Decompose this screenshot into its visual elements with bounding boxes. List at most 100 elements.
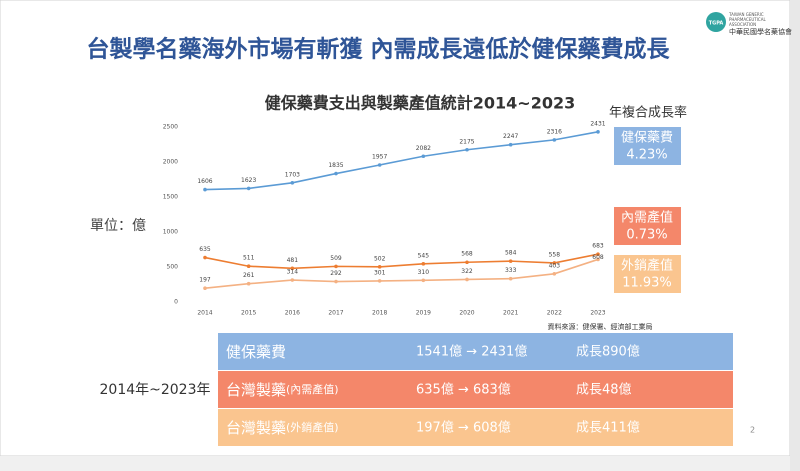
table-row [218, 333, 733, 370]
point [246, 264, 251, 269]
point [508, 142, 513, 147]
point [377, 279, 382, 283]
value-label: 1703 [285, 171, 300, 178]
value-label: 584 [505, 250, 517, 257]
value-label: 314 [287, 269, 299, 276]
logo-mark: TGPA [709, 21, 724, 27]
y-tick-label: 2500 [163, 124, 178, 131]
value-label: 481 [287, 257, 299, 264]
point [203, 255, 207, 260]
row-growth: 成長48億 [576, 382, 632, 398]
value-label: 1623 [241, 177, 256, 184]
row-label-sub: (外銷產值) [286, 420, 339, 434]
value-label: 333 [505, 267, 517, 274]
series-line [204, 253, 599, 270]
value-label: 511 [243, 255, 255, 262]
x-tick-label: 2023 [590, 310, 605, 317]
point [596, 257, 600, 262]
row-growth: 成長890億 [576, 344, 640, 360]
x-tick-label: 2016 [285, 310, 300, 317]
cagr-title: 年複合成長率 [609, 105, 687, 121]
series-line [204, 131, 599, 191]
point [421, 154, 426, 159]
value-label: 608 [592, 254, 604, 261]
point [246, 281, 251, 286]
value-label: 322 [461, 268, 473, 275]
value-label: 545 [418, 252, 430, 259]
bottom-bar [0, 456, 790, 471]
point [334, 279, 338, 284]
value-label: 1957 [372, 154, 387, 161]
row-label: 健保藥費 [226, 343, 286, 361]
point [465, 147, 469, 152]
value-label: 2175 [459, 138, 474, 145]
x-tick-label: 2021 [503, 310, 518, 317]
table-row [218, 409, 733, 446]
point [290, 180, 295, 185]
value-label: 1835 [328, 162, 343, 169]
y-tick-label: 2000 [163, 159, 178, 166]
x-tick-label: 2017 [328, 310, 343, 317]
value-label: 292 [330, 270, 342, 277]
table-row [218, 371, 733, 408]
value-label: 2082 [416, 145, 431, 152]
point [552, 271, 557, 276]
point [508, 276, 513, 281]
row-label-main: 台灣製藥 [226, 419, 286, 437]
value-label: 310 [418, 269, 430, 276]
row-label: 台灣製藥(內需產值) [226, 381, 339, 399]
cagr-name: 外銷產值 [621, 258, 673, 274]
point [290, 266, 295, 271]
y-tick-label: 0 [174, 299, 178, 306]
logo-chinese: 中華民國學名藥協會 [729, 27, 792, 36]
value-label: 635 [199, 246, 211, 253]
point [596, 252, 600, 256]
value-label: 261 [243, 272, 255, 279]
value-label: 568 [461, 251, 473, 258]
row-growth: 成長411億 [576, 420, 640, 436]
value-label: 502 [374, 255, 386, 262]
x-tick-label: 2018 [372, 310, 387, 317]
unit-label: 單位：億 [90, 218, 146, 234]
value-label: 403 [549, 262, 561, 269]
cagr-box [614, 207, 681, 245]
point [377, 265, 382, 269]
point [203, 187, 207, 192]
value-label: 558 [549, 251, 561, 258]
logo-icon [706, 12, 726, 32]
point [377, 163, 382, 167]
series-line [204, 258, 599, 290]
value-label: 683 [592, 243, 604, 250]
cagr-name: 健保藥費 [621, 131, 673, 146]
value-label: 1606 [197, 178, 212, 185]
value-label: 2316 [547, 128, 562, 135]
row-label-main: 台灣製藥 [226, 381, 286, 399]
cagr-box [614, 127, 681, 165]
row-range: 197億 → 608億 [416, 420, 511, 436]
point [246, 186, 251, 191]
row-label-main: 健保藥費 [226, 343, 286, 361]
slide-title: 台製學名藥海外市場有斬獲 內需成長遠低於健保藥費成長 [86, 36, 670, 63]
cagr-value: 11.93% [622, 276, 672, 291]
x-tick-label: 2019 [416, 310, 431, 317]
value-label: 2247 [503, 133, 518, 140]
row-range: 635億 → 683億 [416, 382, 511, 398]
x-tick-label: 2015 [241, 310, 256, 317]
y-tick-label: 1000 [163, 229, 178, 236]
point [465, 260, 469, 265]
y-tick-label: 1500 [163, 194, 178, 201]
period-label: 2014年~2023年 [100, 382, 211, 398]
x-tick-label: 2022 [547, 310, 562, 317]
cagr-value: 4.23% [626, 148, 667, 163]
point [334, 171, 338, 176]
point [508, 259, 513, 263]
point [290, 278, 295, 282]
cagr-name: 內需產值 [621, 210, 673, 226]
value-label: 2431 [590, 120, 605, 127]
point [596, 130, 600, 134]
page-number: 2 [750, 426, 755, 435]
row-range: 1541億 → 2431億 [416, 344, 527, 360]
point [465, 277, 469, 282]
value-label: 509 [330, 255, 342, 262]
